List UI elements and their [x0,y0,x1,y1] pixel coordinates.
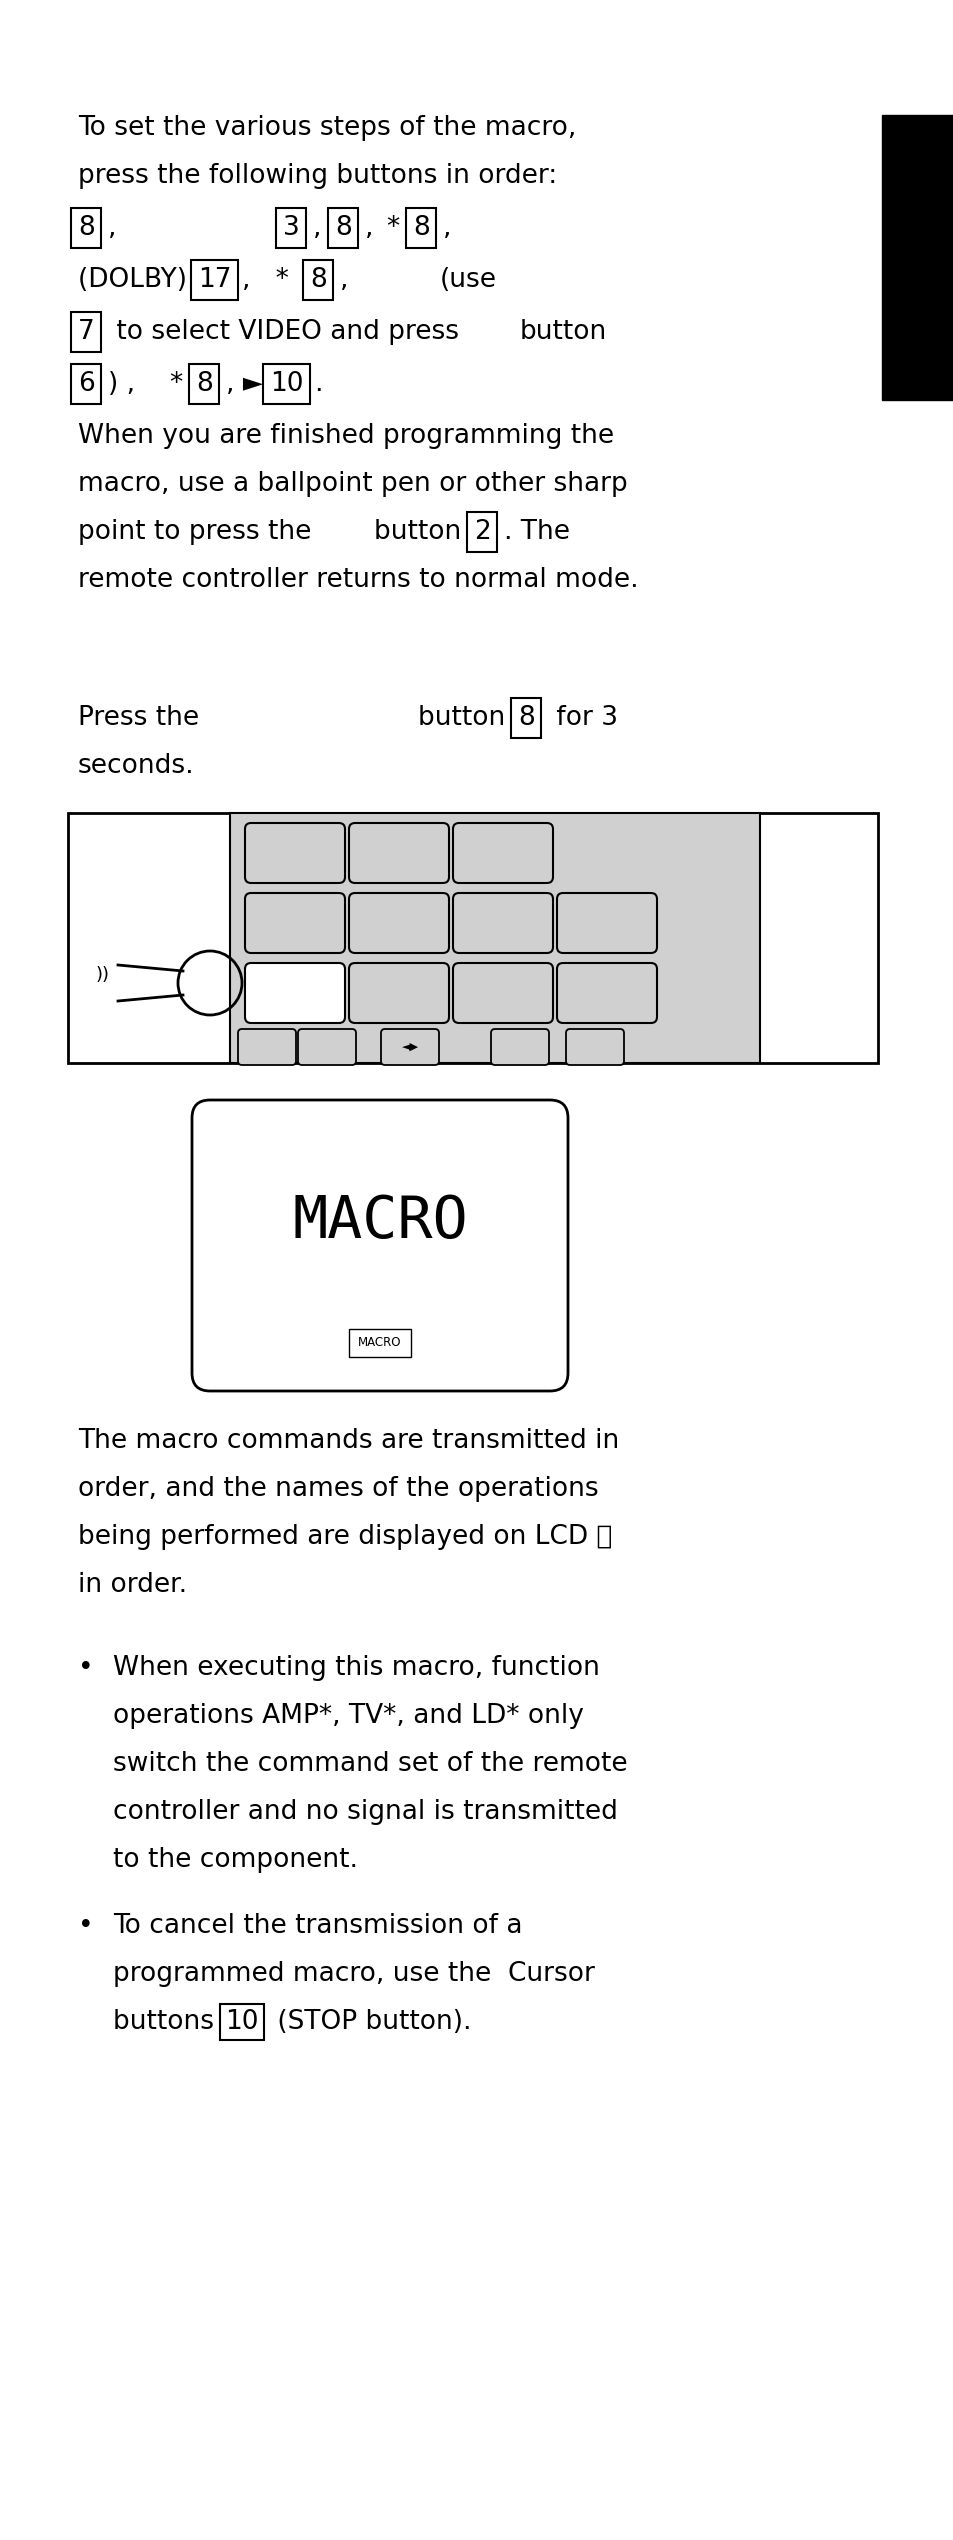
FancyBboxPatch shape [245,894,345,952]
FancyBboxPatch shape [349,963,449,1024]
Text: ) ,: ) , [108,371,135,396]
FancyBboxPatch shape [237,1029,295,1064]
FancyBboxPatch shape [453,823,553,884]
Text: *: * [170,371,192,396]
Text: controller and no signal is transmitted: controller and no signal is transmitted [112,1798,618,1826]
Text: to the component.: to the component. [112,1847,357,1872]
Text: remote controller returns to normal mode.: remote controller returns to normal mode… [78,566,638,592]
FancyBboxPatch shape [349,823,449,884]
Text: 8: 8 [517,706,535,732]
Text: programmed macro, use the  Cursor: programmed macro, use the Cursor [112,1961,595,1986]
Text: in order.: in order. [78,1572,187,1598]
Text: 7: 7 [78,320,94,345]
Text: ,: , [365,216,374,241]
Text: To cancel the transmission of a: To cancel the transmission of a [112,1913,522,1938]
Text: When you are finished programming the: When you are finished programming the [78,424,614,450]
Text: 2: 2 [474,518,490,546]
Text: operations AMP*, TV*, and LD* only: operations AMP*, TV*, and LD* only [112,1702,583,1730]
Text: MACRO: MACRO [292,1194,467,1250]
Text: (use: (use [439,267,497,292]
Text: Press the: Press the [78,706,199,732]
FancyBboxPatch shape [349,894,449,952]
Text: buttons: buttons [112,2009,222,2035]
Text: •: • [78,1656,93,1681]
Text: macro, use a ballpoint pen or other sharp: macro, use a ballpoint pen or other shar… [78,470,627,498]
Text: 10: 10 [270,371,303,396]
FancyBboxPatch shape [245,823,345,884]
Bar [882,114,953,399]
FancyBboxPatch shape [491,1029,548,1064]
FancyBboxPatch shape [349,1328,411,1356]
FancyBboxPatch shape [297,1029,355,1064]
Text: button: button [374,518,469,546]
Bar [230,813,760,1064]
Text: 8: 8 [78,216,94,241]
Text: button: button [417,706,513,732]
FancyBboxPatch shape [453,894,553,952]
Text: 10: 10 [225,2009,258,2035]
Text: 8: 8 [413,216,429,241]
Text: point to press the: point to press the [78,518,311,546]
Text: button: button [519,320,607,345]
Text: ,: , [442,216,451,241]
Text: .: . [314,371,322,396]
Text: To set the various steps of the macro,: To set the various steps of the macro, [78,114,576,142]
Text: 3: 3 [283,216,299,241]
Text: order, and the names of the operations: order, and the names of the operations [78,1476,598,1501]
Bar [68,813,877,1064]
FancyBboxPatch shape [380,1029,438,1064]
Text: When executing this macro, function: When executing this macro, function [112,1656,599,1681]
FancyBboxPatch shape [565,1029,623,1064]
Text: ,   *: , * [242,267,297,292]
Text: 8: 8 [310,267,327,292]
Text: for 3: for 3 [547,706,618,732]
Text: to select VIDEO and press: to select VIDEO and press [108,320,458,345]
FancyBboxPatch shape [192,1100,567,1392]
Text: 17: 17 [198,267,232,292]
Text: 6: 6 [78,371,94,396]
Text: ◄▶: ◄▶ [401,1041,418,1052]
Text: switch the command set of the remote: switch the command set of the remote [112,1750,627,1778]
Text: MACRO: MACRO [358,1336,401,1349]
Text: ,: , [108,216,116,241]
Text: •: • [78,1913,93,1938]
Text: , ►: , ► [226,371,272,396]
Text: press the following buttons in order:: press the following buttons in order: [78,163,557,188]
Text: . The: . The [503,518,569,546]
FancyBboxPatch shape [557,894,657,952]
Text: ,: , [339,267,348,292]
Text: The macro commands are transmitted in: The macro commands are transmitted in [78,1427,618,1453]
Text: seconds.: seconds. [78,752,194,780]
FancyBboxPatch shape [453,963,553,1024]
Text: (STOP button).: (STOP button). [269,2009,471,2035]
Text: 8: 8 [195,371,213,396]
Text: )): )) [96,965,110,983]
Text: being performed are displayed on LCD Ⓐ: being performed are displayed on LCD Ⓐ [78,1524,612,1549]
Text: (DOLBY): (DOLBY) [78,267,195,292]
FancyBboxPatch shape [245,963,345,1024]
Text: ,: , [313,216,321,241]
FancyBboxPatch shape [557,963,657,1024]
Text: 8: 8 [335,216,352,241]
Text: *: * [387,216,408,241]
